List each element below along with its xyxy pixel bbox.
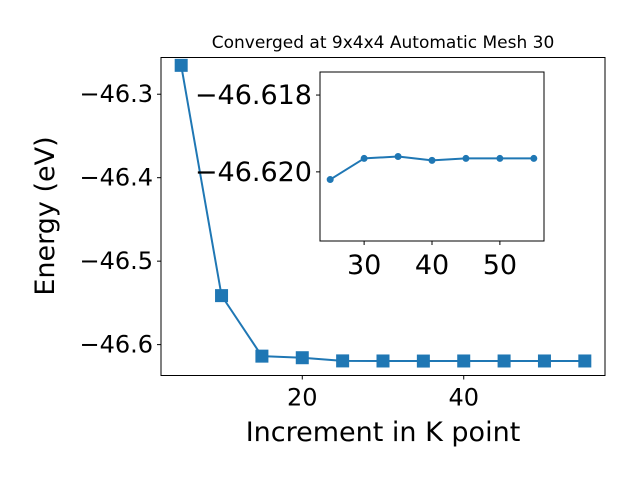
main-x-tick-label: 40 xyxy=(448,384,479,412)
main-data-point xyxy=(416,354,430,368)
main-data-point xyxy=(457,354,471,368)
main-data-point xyxy=(376,354,390,368)
main-y-tick-label: −46.4 xyxy=(79,164,153,192)
inset-data-point xyxy=(462,154,470,162)
inset-x-tick-label: 50 xyxy=(483,250,517,281)
main-y-tick-label: −46.6 xyxy=(79,331,153,359)
inset-plot-background xyxy=(319,71,545,242)
main-plot: 20 40 −46.3 −46.4 −46.5 −46.6 xyxy=(79,58,592,412)
inset-data-point xyxy=(360,154,368,162)
chart-title: Converged at 9x4x4 Automatic Mesh 30 xyxy=(212,33,555,53)
inset-data-point xyxy=(326,176,334,184)
main-y-tick-label: −46.3 xyxy=(79,80,153,108)
main-data-point xyxy=(295,351,309,365)
inset-x-tick-label: 30 xyxy=(347,250,381,281)
main-data-point xyxy=(497,354,511,368)
inset-y-tick-label: −46.618 xyxy=(195,80,312,111)
inset-data-point xyxy=(394,153,402,160)
inset-x-tick-label: 40 xyxy=(415,250,449,281)
main-data-point xyxy=(537,354,551,368)
main-x-tick-label: 20 xyxy=(287,384,318,412)
inset-data-point xyxy=(496,154,504,162)
inset-data-point xyxy=(428,156,436,164)
main-data-point xyxy=(255,349,269,363)
x-axis-label: Increment in K point xyxy=(246,417,521,448)
main-data-point xyxy=(578,354,592,368)
main-data-point xyxy=(336,354,350,368)
main-plot-frame xyxy=(160,57,606,376)
y-axis-label: Energy (eV) xyxy=(30,136,61,295)
main-y-tick-label: −46.5 xyxy=(79,247,153,275)
main-data-point xyxy=(174,58,188,72)
inset-data-point xyxy=(530,154,538,162)
inset-y-tick-label: −46.620 xyxy=(195,157,312,188)
main-data-point xyxy=(215,289,229,303)
inset-plot: 30 40 50 −46.620 −46.618 xyxy=(195,80,538,281)
